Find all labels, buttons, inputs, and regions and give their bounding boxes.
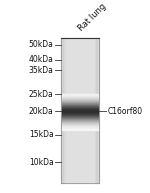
Text: Rat lung: Rat lung bbox=[76, 1, 108, 33]
Text: C16orf80: C16orf80 bbox=[107, 107, 142, 116]
Text: 20kDa: 20kDa bbox=[29, 107, 54, 116]
Text: 50kDa: 50kDa bbox=[29, 40, 54, 49]
Text: 35kDa: 35kDa bbox=[29, 66, 54, 75]
Text: 25kDa: 25kDa bbox=[29, 90, 54, 99]
Text: 40kDa: 40kDa bbox=[29, 55, 54, 64]
Text: 10kDa: 10kDa bbox=[29, 158, 54, 167]
Text: 15kDa: 15kDa bbox=[29, 130, 54, 140]
